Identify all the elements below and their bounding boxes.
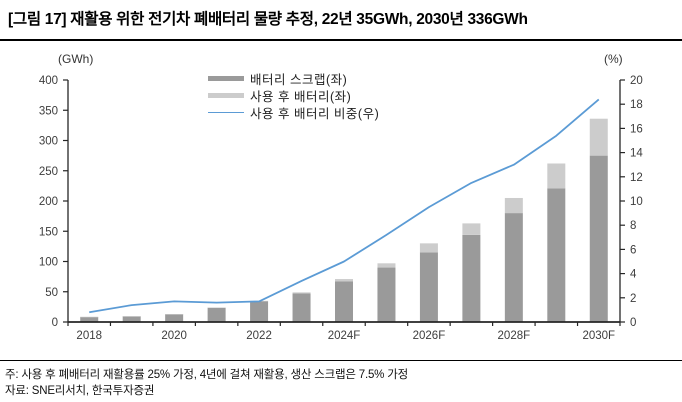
bar-segment-used: [419, 243, 438, 253]
share-line: [89, 98, 600, 314]
tick-label: 14: [630, 148, 643, 160]
bar-segment-scrap: [207, 307, 226, 322]
tick-label: 2018: [76, 330, 102, 342]
tick-label: 16: [630, 123, 643, 135]
tick-label: 2: [630, 293, 636, 305]
bar-segment-used: [335, 279, 353, 282]
tick-label: 2028F: [498, 330, 531, 342]
tick-label: 250: [39, 166, 58, 178]
legend-label: 배터리 스크랩(좌): [250, 73, 348, 87]
tick-label: 350: [39, 105, 58, 117]
tick-label: 50: [45, 287, 58, 299]
tick-label: 100: [39, 257, 58, 269]
tick-label: 200: [39, 196, 58, 208]
bar-segment-scrap: [250, 301, 269, 322]
bar-segment-scrap: [419, 252, 438, 322]
tick-label: 2030F: [582, 330, 615, 342]
bar-segment-scrap: [165, 314, 184, 322]
figure-title: [그림 17] 재활용 위한 전기차 폐배터리 물량 추정, 22년 35GWh…: [8, 11, 528, 28]
tick-label: 0: [630, 317, 636, 329]
footnote-source: 자료: SNE리서치, 한국투자증권: [5, 385, 155, 397]
tick-label: 12: [630, 172, 643, 184]
bar-segment-scrap: [547, 188, 566, 322]
tick-label: 20: [630, 75, 643, 87]
tick-label: 4: [630, 269, 637, 281]
bar-segment-scrap: [335, 281, 353, 322]
bar-segment-scrap: [122, 316, 141, 322]
bar-segment-scrap: [589, 155, 608, 322]
legend-item: 사용 후 배터리 비중(우): [208, 104, 379, 121]
footnote-note: 주: 사용 후 폐배터리 재활용률 25% 가정, 4년에 걸쳐 재활용, 생산…: [5, 369, 408, 381]
legend-marker-bar-dark-icon: [208, 76, 244, 81]
legend-marker-bar-light-icon: [208, 93, 244, 98]
bar-segment-used: [377, 263, 396, 268]
tick-label: 8: [630, 220, 636, 232]
footnote-divider: [0, 360, 682, 361]
bar-segment-used: [462, 223, 481, 235]
tick-label: 18: [630, 99, 643, 111]
tick-label: 2020: [161, 330, 187, 342]
bar-segment-used: [122, 316, 141, 317]
legend-marker-line-icon: [208, 111, 244, 114]
legend-item: 배터리 스크랩(좌): [208, 70, 379, 87]
bar-segment-scrap: [80, 316, 99, 322]
legend-item: 사용 후 배터리(좌): [208, 87, 379, 104]
title-divider: [0, 39, 682, 41]
tick-label: 2024F: [328, 330, 361, 342]
tick-label: 2026F: [413, 330, 446, 342]
bar-segment-used: [165, 314, 184, 315]
bar-segment-used: [292, 292, 311, 294]
legend-label: 사용 후 배터리 비중(우): [250, 107, 380, 121]
right-axis-unit-label: (%): [604, 52, 623, 66]
tick-label: 0: [52, 317, 58, 329]
tick-label: 400: [39, 75, 58, 87]
bar-segment-scrap: [462, 234, 481, 322]
tick-label: 300: [39, 136, 58, 148]
tick-label: 150: [39, 226, 58, 238]
tick-label: 10: [630, 196, 643, 208]
tick-label: 6: [630, 244, 636, 256]
bar-segment-used: [504, 197, 523, 214]
bar-segment-used: [547, 163, 566, 189]
chart-legend: 배터리 스크랩(좌) 사용 후 배터리(좌) 사용 후 배터리 비중(우): [208, 70, 379, 121]
bar-segment-used: [207, 307, 226, 308]
tick-label: 2022: [246, 330, 272, 342]
bar-segment-scrap: [504, 213, 523, 322]
left-axis-unit-label: (GWh): [58, 52, 94, 66]
bar-segment-scrap: [377, 267, 396, 322]
bar-segment-scrap: [292, 293, 311, 322]
legend-label: 사용 후 배터리(좌): [250, 90, 352, 104]
bar-segment-used: [80, 316, 99, 318]
bar-segment-used: [589, 118, 608, 156]
